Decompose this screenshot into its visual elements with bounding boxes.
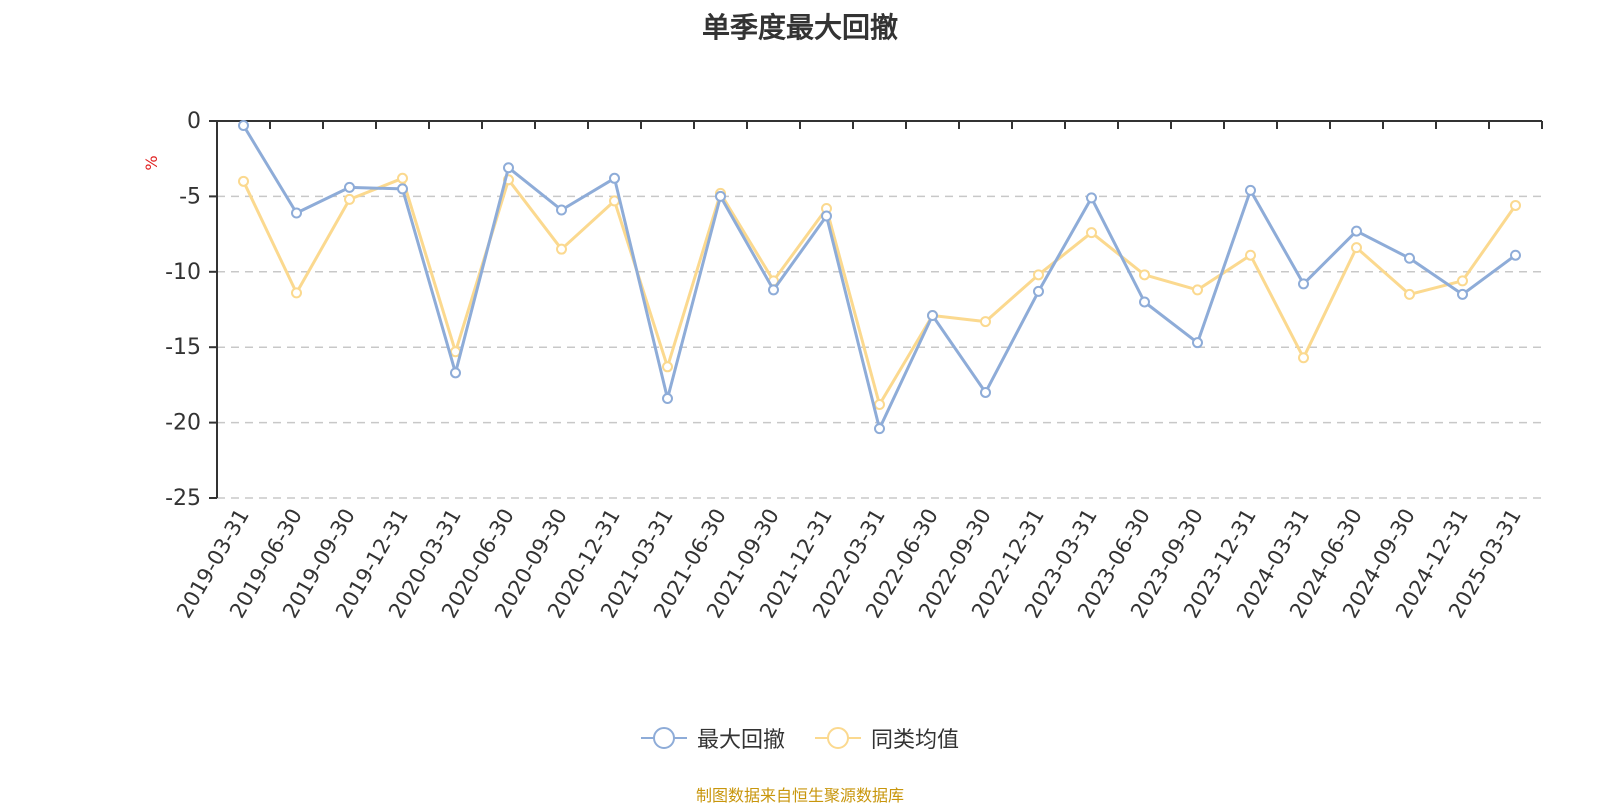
- data-point: [450, 367, 461, 379]
- data-point: [1298, 352, 1309, 364]
- legend: 最大回撤 同类均值: [0, 722, 1600, 754]
- series-lines: [238, 120, 1521, 435]
- data-point: [397, 183, 408, 195]
- data-point: [1192, 337, 1203, 349]
- data-point: [715, 190, 726, 202]
- legend-label: 同类均值: [871, 728, 960, 753]
- data-point: [768, 284, 779, 296]
- y-axis-label: %: [142, 155, 161, 170]
- data-point: [556, 204, 567, 216]
- data-point: [1086, 192, 1097, 204]
- data-point: [1351, 225, 1362, 237]
- data-point: [927, 310, 938, 322]
- y-tick-label: 0: [187, 109, 201, 134]
- data-point: [1457, 275, 1468, 287]
- source-note: 制图数据来自恒生聚源数据库: [695, 786, 904, 805]
- data-point: [238, 175, 249, 187]
- y-tick-label: -25: [165, 486, 201, 511]
- series-line-0: [242, 124, 1517, 431]
- data-point: [1351, 242, 1362, 254]
- data-point: [1245, 184, 1256, 196]
- data-point: [1139, 296, 1150, 308]
- y-tick-label: -5: [179, 184, 201, 209]
- data-point: [238, 120, 249, 132]
- data-point: [344, 181, 355, 193]
- data-point: [344, 193, 355, 205]
- data-point: [1086, 227, 1097, 239]
- data-point: [980, 386, 991, 398]
- data-point: [1510, 249, 1521, 261]
- data-point: [874, 423, 885, 435]
- data-point: [821, 210, 832, 222]
- data-point: [1510, 199, 1521, 211]
- data-point: [556, 243, 567, 255]
- data-point: [1404, 288, 1415, 300]
- axes: [209, 120, 1543, 499]
- y-tick-label: -10: [165, 260, 201, 285]
- data-point: [1404, 252, 1415, 264]
- data-point: [662, 361, 673, 373]
- legend-label: 最大回撤: [696, 728, 785, 753]
- data-point: [1192, 284, 1203, 296]
- data-point: [1457, 288, 1468, 300]
- data-point: [291, 207, 302, 219]
- data-point: [609, 172, 620, 184]
- series-line-1: [242, 176, 1517, 406]
- y-tick-label: -15: [165, 335, 201, 360]
- y-tick-label: -20: [165, 411, 201, 436]
- data-point: [1139, 269, 1150, 281]
- chart-title: 单季度最大回撤: [701, 11, 898, 44]
- data-point: [874, 399, 885, 411]
- data-point: [980, 316, 991, 328]
- data-point: [1298, 278, 1309, 290]
- legend-line-marker-icon: [815, 727, 861, 749]
- data-point: [503, 162, 514, 174]
- data-point: [1033, 269, 1044, 281]
- data-point: [1033, 285, 1044, 297]
- data-point: [397, 172, 408, 184]
- grid-lines: [217, 195, 1542, 499]
- legend-item-max-drawdown[interactable]: 最大回撤: [640, 722, 785, 754]
- legend-line-marker-icon: [640, 727, 687, 749]
- data-point: [291, 287, 302, 299]
- legend-item-peer-average[interactable]: 同类均值: [815, 722, 959, 754]
- data-point: [662, 392, 673, 404]
- data-point: [1245, 249, 1256, 261]
